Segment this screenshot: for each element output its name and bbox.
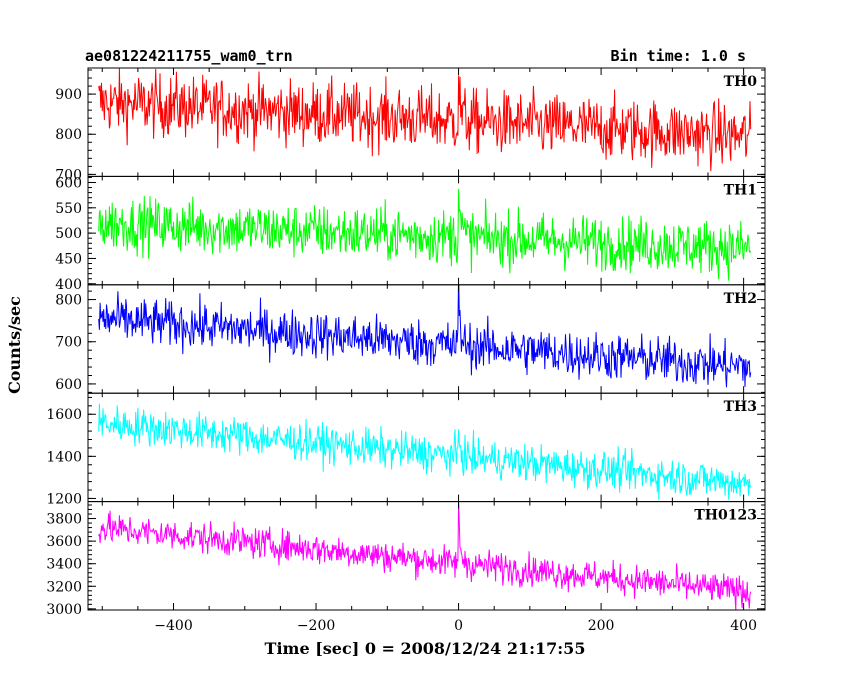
panel-frame <box>87 175 766 286</box>
panel-th3: 1200 1400 1600 TH3 <box>46 392 766 507</box>
y-tick-label: 600 <box>55 175 82 191</box>
y-tick-label: 450 <box>55 251 82 267</box>
panel-label-th3: TH3 <box>724 399 757 415</box>
bin-time-label: Bin time: 1.0 s <box>611 47 746 65</box>
panel-label-th0123: TH0123 <box>694 508 757 524</box>
panel-frame <box>87 392 766 503</box>
chart-title: ae081224211755_wam0_trn <box>85 47 293 65</box>
series-line-th0 <box>98 68 752 172</box>
panel-th0: 700 800 900 TH0 <box>55 67 766 183</box>
y-tick-label: 700 <box>55 167 82 183</box>
y-tick-label: 3600 <box>46 534 82 550</box>
y-tick-label: 3400 <box>46 557 82 573</box>
y-axis-label: Counts/sec <box>5 296 24 394</box>
x-tick-label: 400 <box>730 618 757 634</box>
x-tick-label: −200 <box>297 618 335 634</box>
series-line-th3 <box>98 403 752 501</box>
y-tick-label: 3800 <box>46 512 82 528</box>
y-tick-label: 700 <box>55 335 82 351</box>
y-tick-label: 1400 <box>46 449 82 465</box>
panel-th2: 600 700 800 TH2 <box>55 284 766 394</box>
y-tick-label: 600 <box>55 377 82 393</box>
x-tick-label: −400 <box>154 618 192 634</box>
y-tick-label: 900 <box>55 87 82 103</box>
y-tick-label: 800 <box>55 293 82 309</box>
y-tick-label: 1200 <box>46 491 82 507</box>
panel-label-th1: TH1 <box>724 182 757 198</box>
x-tick-label: 200 <box>588 618 615 634</box>
panel-th1: 400 450 500 550 600 TH1 <box>55 175 766 293</box>
panel-frame <box>87 501 766 611</box>
y-tick-label: 3200 <box>46 579 82 595</box>
series-line-th2 <box>98 284 752 388</box>
x-tick-label: 0 <box>454 618 463 634</box>
y-tick-label: 3000 <box>46 602 82 618</box>
series-line-th0123 <box>98 501 752 611</box>
panel-th0123: 3000 3200 3400 3600 3800 TH0123 <box>46 501 766 618</box>
series-line-th1 <box>98 188 752 281</box>
y-tick-label: 550 <box>55 201 82 217</box>
y-tick-label: 500 <box>55 226 82 242</box>
x-axis-label: Time [sec] 0 = 2008/12/24 21:17:55 <box>265 639 586 658</box>
panel-label-th2: TH2 <box>724 291 757 307</box>
y-tick-label: 1600 <box>46 407 82 423</box>
panel-label-th0: TH0 <box>724 74 758 90</box>
y-tick-label: 400 <box>55 277 82 293</box>
y-tick-label: 800 <box>55 127 82 143</box>
panel-frame <box>87 67 766 177</box>
